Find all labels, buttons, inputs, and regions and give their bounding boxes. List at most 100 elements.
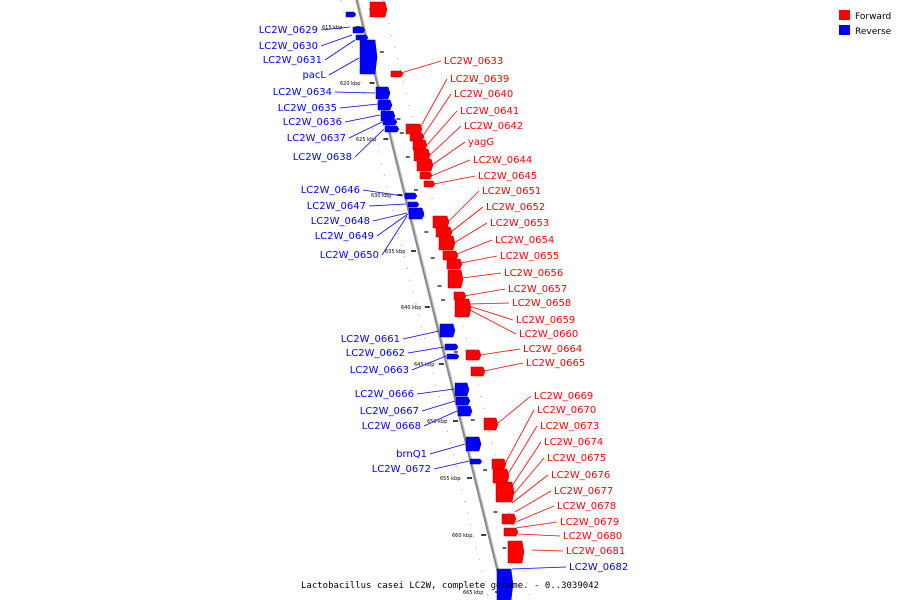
- forward-gene-label-leader: [469, 302, 510, 305]
- reverse-gene-label-leader: [376, 213, 409, 237]
- forward-gene-label: LC2W_0677: [554, 486, 613, 497]
- forward-gene-label-leader: [515, 521, 558, 529]
- forward-gene-label-leader: [453, 222, 488, 244]
- reverse-gene-label-leader: [348, 121, 383, 139]
- forward-gene-label-leader: [463, 288, 506, 297]
- forward-gene-label-leader: [433, 175, 476, 185]
- forward-gene-label: LC2W_0645: [478, 171, 537, 182]
- forward-gene: [409, 132, 425, 142]
- reverse-gene-label-leader: [339, 103, 379, 109]
- forward-gene-label: LC2W_0653: [490, 218, 549, 229]
- reverse-gene: [455, 396, 471, 406]
- reverse-gene-label: LC2W_0667: [360, 406, 419, 417]
- forward-gene-label-leader: [483, 362, 524, 372]
- forward-gene: [447, 269, 464, 289]
- forward-gene: [495, 481, 515, 503]
- reverse-gene-label-leader: [423, 410, 458, 427]
- reverse-gene-label: LC2W_0638: [293, 152, 352, 163]
- forward-gene-label-leader: [431, 141, 466, 166]
- forward-gene: [491, 458, 507, 470]
- reverse-gene: [469, 458, 483, 465]
- forward-gene-label: LC2W_0669: [534, 391, 593, 402]
- reverse-gene-label: LC2W_0648: [311, 216, 370, 227]
- forward-gene: [423, 180, 436, 188]
- tick-label: 615 kbp: [322, 25, 342, 31]
- forward-gene-label: LC2W_0639: [450, 74, 509, 85]
- reverse-gene-label: pacL: [302, 70, 326, 81]
- reverse-gene-label: LC2W_0631: [263, 55, 322, 66]
- forward-gene-label: LC2W_0633: [444, 56, 503, 67]
- forward-gene: [483, 417, 499, 431]
- reverse-gene-label-leader: [433, 460, 470, 470]
- forward-gene-label-leader: [422, 93, 452, 137]
- forward-gene-label: LC2W_0658: [512, 298, 571, 309]
- forward-gene-label-leader: [507, 425, 538, 475]
- forward-gene-label: LC2W_0680: [563, 531, 622, 542]
- forward-gene-label-leader: [460, 255, 498, 264]
- reverse-gene: [444, 343, 459, 351]
- reverse-gene-label: LC2W_0647: [307, 201, 366, 212]
- reverse-gene: [454, 382, 470, 397]
- forward-gene-label-leader: [515, 505, 555, 523]
- forward-gene: [405, 123, 423, 135]
- forward-gene-label: LC2W_0654: [495, 235, 554, 246]
- forward-gene: [492, 468, 510, 484]
- forward-gene-label-leader: [400, 60, 442, 74]
- tick-label: 660 kbp: [452, 533, 472, 539]
- reverse-gene-label-leader: [334, 91, 376, 94]
- reverse-gene: [359, 39, 378, 75]
- reverse-gene-label-leader: [429, 443, 466, 455]
- reverse-gene: [465, 436, 482, 452]
- forward-gene: [446, 258, 463, 270]
- forward-gene-label-leader: [531, 549, 564, 552]
- forward-gene-label-leader: [419, 78, 448, 129]
- reverse-gene: [404, 192, 418, 200]
- reverse-gene-label: brnQ1: [396, 449, 427, 460]
- forward-gene: [503, 527, 519, 537]
- forward-gene: [442, 250, 459, 261]
- forward-gene-label: LC2W_0641: [460, 106, 519, 117]
- reverse-gene: [380, 110, 396, 122]
- tick-label: 640 kbp: [401, 305, 421, 311]
- forward-gene: [416, 158, 434, 172]
- reverse-gene-label-leader: [372, 212, 408, 222]
- reverse-gene-label-leader: [320, 26, 351, 31]
- tick-label: 635 kbp: [385, 249, 405, 255]
- reverse-gene-label-leader: [511, 566, 567, 570]
- reverse-gene: [408, 207, 425, 220]
- forward-gene-label: LC2W_0676: [551, 470, 610, 481]
- reverse-gene: [439, 323, 456, 338]
- forward-gene: [507, 540, 525, 564]
- reverse-gene-label-leader: [324, 39, 356, 61]
- reverse-gene-label: LC2W_0672: [372, 464, 431, 475]
- tick-label: 620 kbp: [340, 81, 360, 87]
- reverse-gene: [382, 118, 398, 126]
- reverse-gene-label-leader: [354, 128, 385, 158]
- reverse-gene-label: LC2W_0682: [569, 562, 628, 573]
- forward-gene: [369, 1, 388, 18]
- forward-gene: [413, 148, 431, 162]
- reverse-gene-label-leader: [407, 346, 445, 354]
- forward-gene-label: LC2W_0670: [537, 405, 596, 416]
- forward-gene-label: LC2W_0665: [526, 358, 585, 369]
- forward-gene-label-leader: [430, 159, 471, 177]
- forward-gene-label-leader: [429, 125, 462, 156]
- tick-label: 625 kbp: [356, 137, 376, 143]
- reverse-gene-label: LC2W_0650: [320, 250, 379, 261]
- reverse-gene-label: LC2W_0663: [350, 365, 409, 376]
- forward-gene-label-leader: [450, 206, 484, 233]
- forward-gene-label: LC2W_0681: [566, 546, 625, 557]
- forward-gene-label-leader: [505, 409, 535, 463]
- reverse-gene-label-leader: [381, 215, 408, 256]
- reverse-gene-label: LC2W_0636: [283, 117, 342, 128]
- forward-gene: [501, 513, 517, 525]
- map-caption: Lactobacillus casei LC2W, complete genom…: [301, 581, 599, 591]
- reverse-gene-label-leader: [402, 330, 440, 340]
- legend-swatch-forward: [839, 10, 850, 20]
- forward-gene-label-leader: [497, 395, 532, 424]
- reverse-gene-label-leader: [421, 400, 456, 412]
- reverse-gene-label-leader: [328, 57, 360, 76]
- reverse-gene-label: LC2W_0634: [273, 87, 332, 98]
